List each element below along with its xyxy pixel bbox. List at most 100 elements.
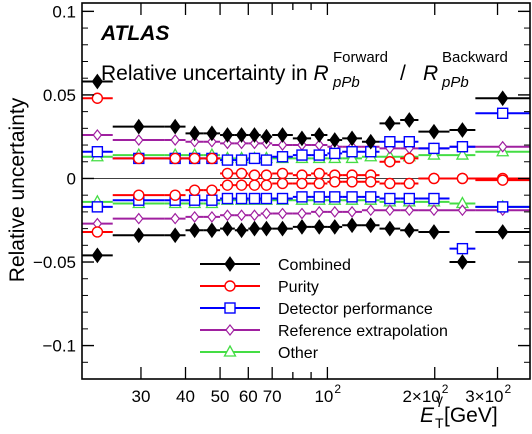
series-purity-point-up	[133, 152, 145, 165]
series-reference-extrapolation-point-down	[170, 212, 180, 225]
series-detector-performance-point-up	[403, 136, 416, 148]
series-detector-performance-point-up	[235, 154, 248, 166]
series-detector-performance-point-down	[456, 242, 469, 255]
series-purity-point-down	[260, 179, 273, 191]
series-detector-performance-point-down	[235, 192, 248, 205]
series-combined-point-down	[428, 224, 440, 240]
series-reference-extrapolation-point-up	[92, 129, 103, 141]
series-combined-point-down	[384, 220, 396, 237]
series-reference-extrapolation-point-up	[236, 137, 247, 150]
series-reference-extrapolation-point-down	[385, 204, 395, 217]
x-tick-label: 50	[211, 387, 230, 406]
series-detector-performance-point-up	[221, 154, 234, 166]
series-combined-point-down	[260, 220, 273, 237]
series-purity-point-down	[496, 174, 509, 186]
series-combined-point-up	[221, 127, 234, 143]
series-reference-extrapolation-point-down	[261, 207, 272, 220]
series-reference-extrapolation-point-down	[134, 212, 144, 225]
series-purity-point-down	[428, 172, 440, 185]
description-sup-forward: Forward	[333, 49, 388, 66]
chart-description: Relative uncertainty in R	[101, 62, 329, 85]
x-tick-label: 10	[314, 387, 333, 406]
series-purity-point-down	[169, 189, 181, 201]
series-purity-point-up	[260, 169, 273, 181]
legend-label-combined: Combined	[278, 257, 351, 274]
x-tick-label: 40	[176, 387, 195, 406]
description-sub-ppb-2: pPb	[441, 74, 469, 91]
series-combined-point-down	[313, 219, 325, 235]
series-reference-extrapolation-point-down	[222, 209, 233, 222]
series-detector-performance-point-down	[329, 191, 341, 203]
series-combined-point-down	[169, 227, 181, 244]
y-tick-label: 0.1	[52, 2, 76, 21]
series-detector-performance-point-down	[188, 194, 201, 206]
y-tick-label: 0	[67, 169, 76, 188]
series-combined-point-up	[403, 112, 415, 128]
series-reference-extrapolation-point-up	[189, 135, 200, 148]
x-axis-unit: [GeV]	[444, 404, 498, 427]
legend-label-purity: Purity	[278, 279, 319, 296]
series-combined-point-down	[456, 254, 469, 270]
series-reference-extrapolation-point-down	[297, 207, 307, 220]
series-combined-point-down	[189, 222, 201, 239]
series-detector-performance-point-down	[206, 194, 218, 206]
legend-marker-other	[223, 344, 237, 357]
x-axis-label: E γ T [GeV]	[420, 391, 498, 431]
series-purity-point-down	[133, 189, 145, 201]
series-detector-performance-point-up	[346, 146, 358, 158]
series-purity-point-down	[296, 177, 308, 190]
series-purity-point-down	[248, 179, 261, 191]
series-combined-point-down	[403, 222, 415, 239]
series-purity-point-up	[221, 167, 234, 180]
series-combined-point-down	[248, 220, 261, 237]
series-detector-performance-point-up	[313, 149, 325, 161]
series-purity	[82, 92, 530, 238]
series-purity-point-down	[365, 176, 377, 188]
series-purity-point-down	[235, 179, 248, 191]
x-tick-label: 30	[132, 387, 151, 406]
series-combined-point-up	[428, 123, 440, 140]
series-detector-performance-point-down	[403, 192, 416, 205]
series-purity-point-up	[248, 169, 261, 181]
series-combined-point-up	[497, 90, 509, 107]
series-purity-point-down	[206, 184, 218, 196]
legend-label-reference-extrapolation: Reference extrapolation	[278, 323, 448, 340]
series-combined-point-down	[235, 222, 248, 239]
series-combined-point-up	[276, 127, 289, 143]
series-detector-performance-point-down	[91, 201, 104, 213]
series-detector-performance-point-up	[329, 147, 341, 160]
x-tick-label: 2×10	[402, 387, 440, 406]
series-detector-performance-point-down	[428, 192, 440, 205]
series-reference-extrapolation-point-up	[222, 137, 233, 150]
series-detector-performance-point-up	[428, 142, 440, 155]
description-r2: R	[423, 62, 438, 85]
series-combined-point-up	[329, 132, 341, 148]
y-tick-label: −0.1	[42, 337, 76, 356]
series-purity-point-down	[384, 177, 396, 190]
series-combined	[82, 73, 530, 270]
series-combined-point-down	[91, 247, 103, 264]
series-reference-extrapolation-point-down	[429, 204, 439, 217]
series-combined-point-up	[235, 127, 248, 143]
data-layer	[82, 73, 530, 270]
x-tick-label: 60	[239, 387, 258, 406]
series-combined-point-down	[276, 220, 289, 237]
series-reference-extrapolation-point-down	[277, 207, 288, 220]
series-combined-point-up	[260, 128, 273, 145]
series-combined-point-up	[248, 127, 261, 143]
series-purity-point-down	[329, 176, 341, 188]
series-reference-extrapolation-point-down	[457, 204, 468, 217]
series-detector-performance-point-up	[91, 146, 104, 158]
series-purity-point-down	[346, 176, 358, 188]
x-axis-sup: γ	[436, 391, 443, 407]
plot-frame	[81, 2, 531, 380]
series-combined-point-up	[91, 73, 103, 90]
legend: Combined Purity Detector performance Refere…	[200, 256, 448, 362]
x-axis-sub: T	[435, 415, 444, 431]
series-reference-extrapolation-point-down	[249, 209, 260, 222]
legend-marker-combined	[224, 256, 236, 272]
description-sub-ppb-1: pPb	[332, 74, 360, 91]
series-combined-point-up	[296, 130, 308, 147]
series-combined-point-down	[365, 217, 377, 234]
